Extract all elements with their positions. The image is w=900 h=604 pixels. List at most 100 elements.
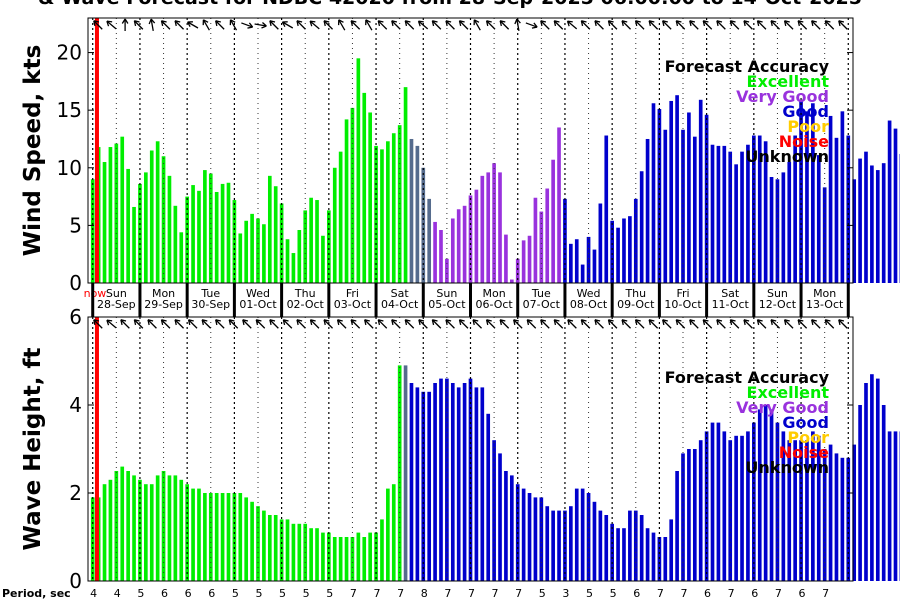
wave-bar (392, 484, 396, 581)
wave-direction-arrow (390, 318, 402, 330)
wind-direction-arrow (579, 19, 591, 31)
wind-bar (386, 141, 390, 283)
wind-direction-arrow (281, 20, 294, 31)
period-value: 5 (610, 587, 617, 600)
wind-direction-arrow (105, 19, 118, 31)
wind-bar (675, 95, 679, 283)
wind-bar (870, 165, 874, 283)
wind-direction-arrow (634, 19, 646, 31)
wind-bar (628, 216, 632, 283)
wave-bar (870, 374, 874, 581)
wave-bar (510, 475, 514, 581)
wind-bar (510, 280, 514, 283)
wind-bar (776, 179, 780, 283)
wind-bar (238, 233, 242, 283)
wind-bar (427, 199, 431, 283)
wave-bar (451, 383, 455, 581)
period-value: 4 (114, 587, 121, 600)
period-value: 7 (680, 587, 687, 600)
wave-bar (144, 484, 148, 581)
wave-bar (262, 511, 266, 581)
wave-bar (894, 431, 898, 581)
wave-bar (711, 423, 715, 581)
wind-bar (457, 209, 461, 283)
wave-bar (728, 440, 732, 581)
wave-bar (675, 471, 679, 581)
wave-direction-arrow (159, 318, 171, 330)
wind-bar (333, 168, 337, 283)
wave-bar (120, 467, 124, 581)
wind-bar (782, 172, 786, 283)
wave-bar (404, 365, 408, 581)
wind-bar (858, 159, 862, 283)
wind-direction-arrow (674, 19, 686, 31)
wind-bar (616, 228, 620, 283)
wave-direction-arrow (105, 318, 118, 330)
wind-bar (132, 207, 136, 283)
wind-direction-arrow (376, 19, 388, 31)
wind-bar (274, 186, 278, 283)
wind-bar (734, 164, 738, 283)
wind-bar (652, 103, 656, 283)
day-label-date: 28-Sep (97, 298, 136, 311)
wind-ytick-label: 10 (57, 156, 82, 180)
period-value: 7 (468, 587, 475, 600)
wave-direction-arrow (539, 318, 551, 330)
wind-bar (268, 176, 272, 283)
wind-direction-arrow (593, 19, 605, 31)
wind-bar (593, 250, 597, 283)
wave-ylabel: Wave Height, ft (20, 348, 46, 551)
wind-bar (339, 152, 343, 283)
wind-direction-arrow (647, 19, 659, 31)
wave-bar (699, 440, 703, 581)
wind-bar (345, 119, 349, 283)
wind-bar (829, 116, 833, 283)
wind-bar (604, 136, 608, 283)
wind-bar (894, 129, 898, 283)
period-value: 7 (374, 587, 381, 600)
wind-bar (380, 149, 384, 283)
wave-bar (486, 414, 490, 581)
wave-bar (156, 475, 160, 581)
wave-bar (179, 480, 183, 581)
wave-bar (740, 436, 744, 581)
wave-bar (168, 475, 172, 581)
wave-bar (498, 453, 502, 581)
period-value: 5 (586, 587, 593, 600)
wind-bar (581, 265, 585, 283)
wave-bar (274, 515, 278, 581)
wind-bar (197, 191, 201, 283)
wind-direction-arrow (485, 19, 497, 31)
wave-direction-arrow (525, 318, 537, 330)
wave-bar (138, 480, 142, 581)
wave-bar (191, 489, 195, 581)
wind-bar (504, 235, 508, 283)
wave-bar (380, 519, 384, 581)
wave-direction-arrow (214, 318, 226, 330)
wave-bar (227, 493, 231, 581)
wind-bar (640, 171, 644, 283)
day-label-date: 30-Sep (191, 298, 230, 311)
wave-bar (864, 383, 868, 581)
wave-bar (433, 383, 437, 581)
day-label-date: 13-Oct (806, 298, 844, 311)
wind-bar (486, 172, 490, 283)
wind-bar (215, 192, 219, 283)
wind-bar (297, 230, 301, 283)
wave-bar (841, 458, 845, 581)
wave-bar (221, 493, 225, 581)
wind-direction-arrow (566, 19, 579, 31)
wind-direction-arrow (823, 19, 835, 31)
wind-bar (599, 204, 603, 284)
day-label-date: 12-Oct (759, 298, 797, 311)
wave-bar (764, 405, 768, 581)
wind-bar (416, 146, 420, 283)
period-value: 6 (704, 587, 711, 600)
wind-bar (717, 146, 721, 283)
wind-bar (156, 141, 160, 283)
wind-direction-arrow (472, 18, 483, 31)
period-value: 7 (822, 587, 829, 600)
wind-bar (669, 101, 673, 283)
wind-bar (309, 198, 313, 283)
